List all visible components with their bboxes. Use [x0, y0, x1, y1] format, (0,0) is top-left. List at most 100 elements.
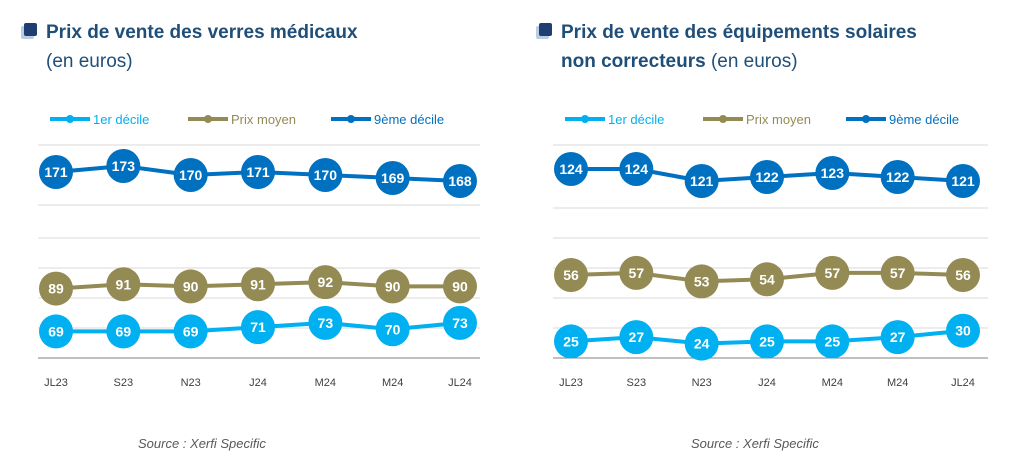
- data-point: [375, 312, 410, 347]
- title-bullet-icon: [539, 23, 552, 36]
- legend-label: 1er décile: [608, 112, 664, 127]
- line-chart-sunglasses: JL23 S23 N23 J24 M24 M24 JL24 1er décile Prix mo…: [553, 112, 988, 389]
- x-tick-label: N23: [692, 377, 712, 389]
- data-label: 71: [250, 319, 266, 335]
- data-point: [443, 164, 477, 198]
- legend-label: 1er décile: [93, 112, 149, 127]
- x-tick-label: J24: [249, 377, 267, 389]
- chart-title-line-2-text: non correcteurs: [561, 51, 706, 72]
- data-label: 25: [563, 333, 579, 349]
- data-label: 56: [955, 267, 971, 283]
- data-point: [106, 267, 141, 302]
- data-point: [443, 305, 477, 340]
- data-label: 91: [250, 276, 266, 292]
- data-label: 24: [694, 336, 710, 352]
- data-point: [750, 160, 784, 194]
- data-point: [39, 155, 73, 189]
- data-point: [750, 262, 784, 297]
- data-point: [815, 156, 850, 190]
- data-point: [173, 314, 208, 349]
- x-tick-label: M24: [382, 377, 403, 389]
- chart-unit: (en euros): [46, 51, 133, 72]
- data-point: [880, 160, 915, 194]
- x-tick-label: JL24: [448, 377, 472, 389]
- data-point: [880, 320, 915, 355]
- data-point: [815, 255, 850, 290]
- data-label: 168: [448, 173, 472, 189]
- data-point: [443, 269, 477, 304]
- x-tick-label: S23: [114, 377, 134, 389]
- data-point: [241, 267, 275, 302]
- data-label: 30: [955, 323, 971, 339]
- data-label: 124: [559, 161, 583, 177]
- data-label: 73: [452, 315, 468, 331]
- data-point: [554, 324, 588, 359]
- data-label: 122: [755, 169, 779, 185]
- data-label: 27: [890, 329, 906, 345]
- chart-title-line-1: Prix de vente des verres médicaux: [46, 22, 358, 43]
- legend-label: 9ème décile: [889, 112, 959, 127]
- data-label: 171: [246, 164, 270, 180]
- data-point: [619, 152, 654, 186]
- data-point: [375, 161, 410, 195]
- data-label: 170: [179, 167, 203, 183]
- data-label: 56: [563, 267, 579, 283]
- data-point: [619, 255, 654, 290]
- data-point: [946, 258, 980, 292]
- data-point: [815, 324, 850, 359]
- x-tick-label: JL23: [559, 377, 583, 389]
- data-label: 53: [694, 273, 710, 289]
- data-point: [684, 264, 719, 299]
- data-point: [106, 314, 141, 349]
- data-point: [554, 258, 588, 292]
- data-point: [106, 149, 141, 183]
- x-tick-label: JL24: [951, 377, 975, 389]
- legend-marker: [719, 115, 727, 123]
- data-point: [308, 265, 343, 300]
- data-label: 57: [629, 265, 645, 281]
- x-tick-label: N23: [181, 377, 201, 389]
- chart-title-line-1: Prix de vente des équipements solaires: [561, 22, 917, 43]
- legend-marker: [347, 115, 355, 123]
- x-tick-label: M24: [315, 377, 336, 389]
- data-point: [241, 155, 275, 189]
- data-point: [173, 158, 208, 192]
- data-label: 69: [48, 323, 64, 339]
- data-label: 123: [821, 165, 845, 181]
- data-label: 69: [116, 323, 132, 339]
- data-point: [173, 269, 208, 304]
- data-label: 124: [625, 161, 649, 177]
- chart-panel-sunglasses: Prix de vente des équipements solaires n…: [533, 0, 1031, 460]
- legend-marker: [204, 115, 212, 123]
- data-label: 69: [183, 323, 199, 339]
- data-label: 25: [825, 333, 841, 349]
- x-tick-label: J24: [758, 377, 776, 389]
- data-label: 121: [951, 173, 975, 189]
- data-point: [750, 324, 784, 359]
- data-label: 25: [759, 333, 775, 349]
- data-label: 90: [452, 278, 468, 294]
- data-point: [946, 164, 980, 198]
- data-point: [554, 152, 588, 186]
- chart-source: Source : Xerfi Specific: [138, 436, 266, 451]
- legend-marker: [862, 115, 870, 123]
- data-label: 92: [318, 274, 334, 290]
- data-label: 89: [48, 281, 64, 297]
- legend-marker: [66, 115, 74, 123]
- data-point: [619, 320, 654, 355]
- data-label: 57: [890, 265, 906, 281]
- data-point: [39, 314, 73, 349]
- data-label: 57: [825, 265, 841, 281]
- x-tick-label: JL23: [44, 377, 68, 389]
- data-label: 91: [116, 276, 132, 292]
- data-point: [308, 158, 343, 192]
- data-label: 173: [112, 158, 136, 174]
- data-point: [39, 271, 73, 306]
- data-label: 90: [385, 278, 401, 294]
- data-label: 122: [886, 169, 910, 185]
- data-label: 54: [759, 271, 775, 287]
- x-tick-label: M24: [822, 377, 843, 389]
- data-point: [308, 305, 343, 340]
- data-label: 170: [314, 167, 338, 183]
- data-label: 27: [629, 329, 645, 345]
